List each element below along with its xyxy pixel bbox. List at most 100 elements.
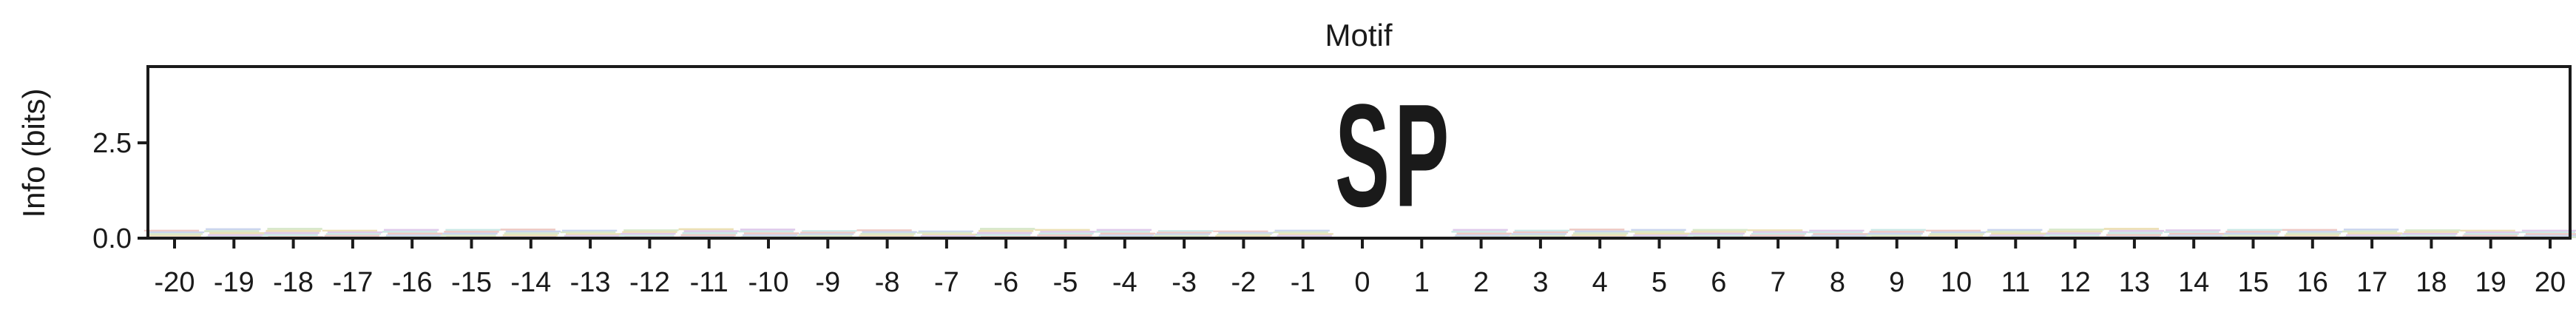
background-letter-mark bbox=[206, 228, 261, 231]
background-letter-mark bbox=[1927, 234, 1984, 237]
x-axis: -20 -19 -18 -17 -16 -15 -14 -13 -12 -11 -10 -9 -8 -7-… bbox=[155, 238, 2566, 298]
background-letter-mark bbox=[1691, 231, 1746, 233]
background-letter-mark bbox=[2284, 234, 2339, 237]
background-letter-mark bbox=[802, 230, 857, 232]
background-letter-mark bbox=[2046, 232, 2101, 234]
background-letter-mark bbox=[683, 230, 739, 232]
background-letter-mark bbox=[2164, 231, 2220, 233]
x-tick-label: -3 bbox=[1172, 267, 1197, 298]
background-letter-mark bbox=[2342, 230, 2398, 233]
x-tick-label: -15 bbox=[451, 267, 492, 298]
background-letter-mark bbox=[388, 232, 443, 235]
background-letter-mark bbox=[147, 233, 203, 235]
background-letter-mark bbox=[621, 232, 676, 235]
x-tick-label: -1 bbox=[1291, 267, 1316, 298]
chart-title: Motif bbox=[1325, 18, 1392, 53]
background-letter-mark bbox=[504, 232, 559, 234]
x-tick-label: 17 bbox=[2356, 267, 2387, 298]
background-letter-mark bbox=[1629, 231, 1685, 233]
background-letter-mark bbox=[1213, 230, 1268, 232]
x-tick-label: 1 bbox=[1414, 267, 1430, 298]
background-letter-mark bbox=[2462, 234, 2518, 237]
background-letter-mark bbox=[1752, 231, 1808, 233]
background-letter-mark bbox=[1514, 229, 1570, 232]
background-letter-mark bbox=[1455, 234, 1510, 237]
background-letter-mark bbox=[322, 229, 378, 232]
background-letter-mark bbox=[1035, 229, 1090, 232]
background-letter-mark bbox=[862, 231, 917, 233]
background-letter-mark bbox=[619, 234, 675, 237]
background-letter-mark bbox=[2343, 229, 2399, 231]
background-letter-mark bbox=[742, 234, 798, 237]
x-tick-label: 10 bbox=[1941, 267, 1972, 298]
background-letter-mark bbox=[325, 233, 382, 235]
x-tick-label: -10 bbox=[748, 267, 789, 298]
background-letter-mark bbox=[1096, 229, 1152, 232]
plot-frame bbox=[146, 65, 2572, 240]
background-letter-mark bbox=[2525, 233, 2576, 235]
background-letter-mark bbox=[1811, 234, 1867, 237]
background-letter-mark bbox=[1453, 229, 1508, 232]
background-letter-mark bbox=[2222, 234, 2278, 237]
x-tick-label: 13 bbox=[2119, 267, 2150, 298]
background-letter-mark bbox=[1095, 231, 1150, 233]
background-letter-mark bbox=[442, 232, 498, 235]
y-axis: 0.0 2.5 bbox=[92, 128, 148, 254]
background-letter-mark bbox=[743, 232, 799, 234]
x-tick-label: 8 bbox=[1830, 267, 1845, 298]
background-letter-mark bbox=[2106, 234, 2162, 237]
background-letter-mark bbox=[1274, 229, 1330, 232]
x-tick-label: -14 bbox=[510, 267, 551, 298]
x-tick-label: 5 bbox=[1652, 267, 1667, 298]
x-tick-label: 14 bbox=[2178, 267, 2209, 298]
x-tick-label: -7 bbox=[934, 267, 959, 298]
background-letter-mark bbox=[2520, 231, 2576, 234]
background-letter-mark bbox=[264, 232, 320, 234]
x-tick-label: 6 bbox=[1711, 267, 1726, 298]
x-tick-label: -9 bbox=[815, 267, 840, 298]
background-letter-mark bbox=[2044, 234, 2100, 237]
background-letter-mark bbox=[977, 232, 1032, 234]
y-tick-label: 2.5 bbox=[92, 128, 132, 159]
x-tick-label: 3 bbox=[1532, 267, 1548, 298]
background-letter-mark bbox=[859, 234, 914, 237]
background-letter-mark bbox=[1867, 232, 1923, 235]
background-letter-mark bbox=[1569, 229, 1625, 231]
background-letter-mark bbox=[2103, 228, 2160, 230]
background-letter-mark bbox=[797, 234, 853, 237]
y-tick-label: 0.0 bbox=[92, 223, 132, 254]
x-tick-label: -6 bbox=[993, 267, 1018, 298]
background-letter-mark bbox=[1157, 230, 1214, 232]
x-tick-label: -8 bbox=[875, 267, 900, 298]
background-letter-mark bbox=[441, 234, 496, 237]
background-letter-mark bbox=[2405, 229, 2461, 232]
background-letter-mark bbox=[2521, 229, 2576, 232]
background-letter-mark bbox=[1040, 231, 1095, 233]
background-letter-mark bbox=[143, 229, 200, 232]
background-letter-mark bbox=[1869, 231, 1924, 233]
background-letter-mark bbox=[920, 234, 976, 237]
background-letter-mark bbox=[2464, 233, 2519, 235]
x-tick-label: 4 bbox=[1592, 267, 1608, 298]
background-letter-mark bbox=[1156, 232, 1212, 234]
background-letter-mark bbox=[2227, 229, 2282, 232]
background-letter-mark bbox=[2166, 229, 2221, 232]
background-letter-mark bbox=[384, 229, 439, 232]
background-letter-mark bbox=[2047, 230, 2103, 233]
x-tick-label: -2 bbox=[1231, 267, 1257, 298]
background-letter-mark bbox=[2049, 229, 2104, 231]
background-letter-mark bbox=[860, 232, 916, 235]
background-letter-mark bbox=[2401, 234, 2456, 237]
x-tick-label: 20 bbox=[2535, 267, 2566, 298]
x-tick-label: 11 bbox=[2001, 267, 2030, 298]
background-letter-mark bbox=[444, 231, 499, 233]
background-letter-mark bbox=[1689, 232, 1745, 235]
background-letter-mark bbox=[1273, 231, 1328, 234]
x-tick-label: 16 bbox=[2297, 267, 2328, 298]
background-letter-mark bbox=[267, 228, 322, 230]
background-letter-mark bbox=[1511, 233, 1567, 235]
background-letter-mark bbox=[1809, 229, 1865, 232]
background-letter-mark bbox=[1456, 232, 1512, 235]
background-letter-mark bbox=[324, 234, 380, 237]
